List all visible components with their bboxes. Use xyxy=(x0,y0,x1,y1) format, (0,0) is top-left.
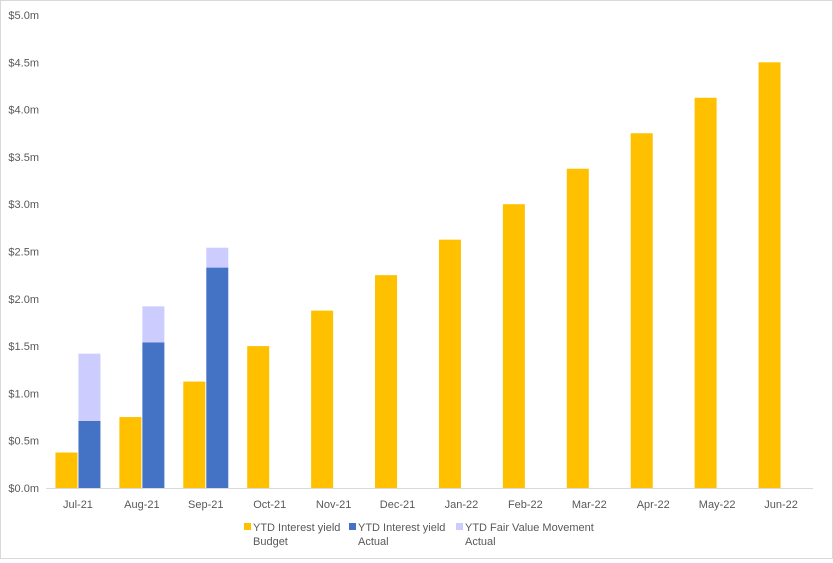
y-tick-label: $1.0m xyxy=(8,388,39,400)
x-tick-label: Nov-21 xyxy=(316,499,351,511)
bar-fair-value-movement xyxy=(78,353,101,421)
y-tick-label: $4.0m xyxy=(8,105,39,117)
x-tick-label: Feb-22 xyxy=(508,499,543,511)
bar-actual xyxy=(142,342,165,488)
y-tick-label: $0.0m xyxy=(8,483,39,495)
legend-swatch xyxy=(244,523,251,530)
bar-actual xyxy=(78,420,101,488)
x-tick-label: Jul-21 xyxy=(63,499,93,511)
bar-budget xyxy=(55,452,78,488)
bar-budget xyxy=(758,62,781,489)
y-tick-label: $1.5m xyxy=(8,341,39,353)
legend-item: YTD Fair Value Movement Actual xyxy=(456,522,594,548)
x-tick-label: Apr-22 xyxy=(637,499,670,511)
y-tick-label: $2.0m xyxy=(8,294,39,306)
y-tick-label: $4.5m xyxy=(8,57,39,69)
bar-actual xyxy=(206,267,229,488)
x-tick-label: Oct-21 xyxy=(253,499,286,511)
x-tick-label: May-22 xyxy=(699,499,736,511)
bar-fair-value-movement xyxy=(142,306,165,343)
y-axis: $0.0m $0.5m $1.0m $1.5m $2.0m $2.5m $3.0m $3.5m… xyxy=(8,10,39,495)
x-tick-label: Dec-21 xyxy=(380,499,415,511)
bar-budget xyxy=(119,417,142,488)
x-axis: Jul-21 Aug-21 Sep-21 Oct-21 Nov-21 Dec-21 Jan-… xyxy=(46,488,813,511)
legend-label: YTD Interest yield xyxy=(358,522,445,534)
y-tick-label: $2.5m xyxy=(8,247,39,259)
bar-budget xyxy=(311,310,334,488)
legend-swatch xyxy=(349,523,356,530)
legend-item: YTD Interest yield Actual xyxy=(349,522,445,548)
bar-fair-value-movement xyxy=(206,247,229,268)
x-tick-label: Jan-22 xyxy=(445,499,479,511)
x-tick-label: Aug-21 xyxy=(124,499,159,511)
y-tick-label: $3.0m xyxy=(8,199,39,211)
bar-budget xyxy=(183,381,206,488)
bar-budget xyxy=(247,346,270,488)
y-tick-label: $5.0m xyxy=(8,10,39,22)
legend-label: YTD Fair Value Movement xyxy=(465,522,594,534)
legend-swatch xyxy=(456,523,463,530)
y-tick-label: $0.5m xyxy=(8,436,39,448)
bar-budget xyxy=(630,133,653,488)
legend-label-line2: Budget xyxy=(253,536,288,548)
legend-item: YTD Interest yield Budget xyxy=(244,522,340,548)
legend-label-line2: Actual xyxy=(358,536,389,548)
y-tick-label: $3.5m xyxy=(8,152,39,164)
x-tick-label: Sep-21 xyxy=(188,499,223,511)
bar-budget xyxy=(566,168,589,488)
bar-budget xyxy=(694,97,717,489)
bars xyxy=(55,62,781,489)
bar-budget xyxy=(438,239,461,488)
legend-label-line2: Actual xyxy=(465,536,496,548)
bar-budget xyxy=(502,204,525,488)
x-tick-label: Mar-22 xyxy=(572,499,607,511)
bar-budget xyxy=(375,275,398,488)
x-tick-label: Jun-22 xyxy=(764,499,798,511)
legend-label: YTD Interest yield xyxy=(253,522,340,534)
